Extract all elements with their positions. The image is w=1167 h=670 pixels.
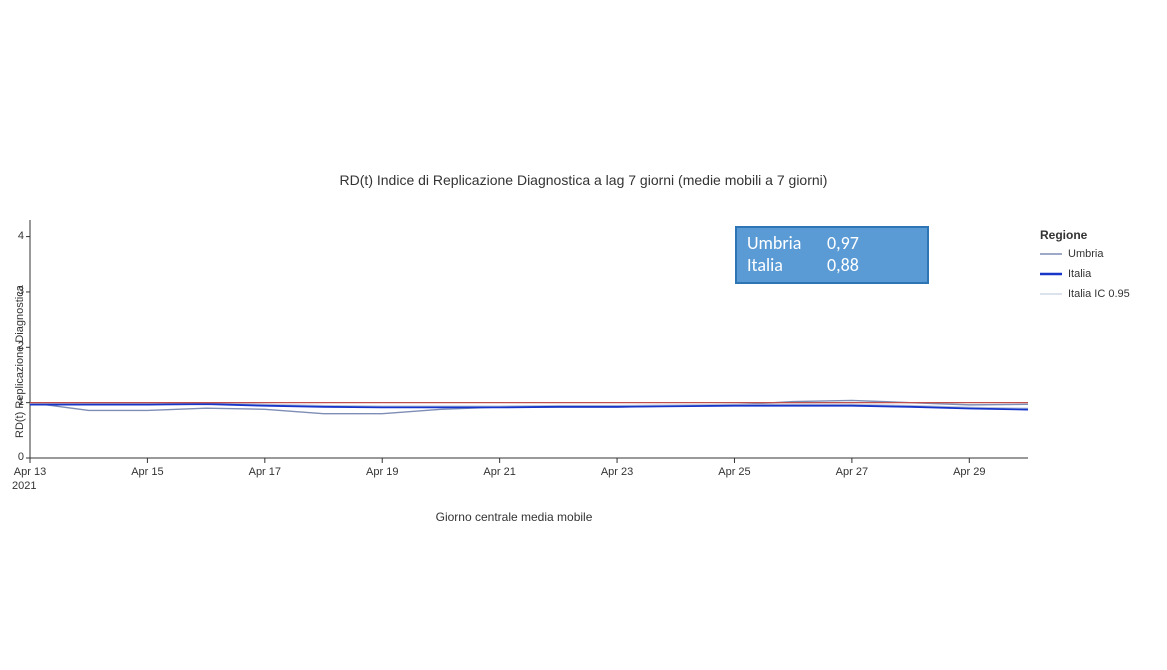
y-ticks bbox=[26, 237, 30, 458]
y-tick-label: 2 bbox=[4, 340, 24, 352]
legend-item: Italia IC 0.95 bbox=[1040, 288, 1130, 300]
x-tick-label: Apr 21 bbox=[483, 466, 515, 478]
x-tick-label: Apr 25 bbox=[718, 466, 750, 478]
x-tick-label: Apr 13 bbox=[14, 466, 46, 478]
x-tick-label: Apr 29 bbox=[953, 466, 985, 478]
chart-title: RD(t) Indice di Replicazione Diagnostica… bbox=[0, 172, 1167, 188]
y-tick-label: 0 bbox=[4, 451, 24, 463]
x-tick-label: Apr 19 bbox=[366, 466, 398, 478]
legend-label: Italia bbox=[1068, 268, 1091, 280]
y-tick-label: 1 bbox=[4, 396, 24, 408]
info-box-row: Umbria0,97 bbox=[747, 232, 917, 254]
info-box-value: 0,88 bbox=[827, 254, 859, 276]
x-ticks bbox=[30, 458, 969, 463]
x-tick-label: Apr 23 bbox=[601, 466, 633, 478]
legend-item: Umbria bbox=[1040, 248, 1130, 260]
info-box-row: Italia0,88 bbox=[747, 254, 917, 276]
info-box-label: Umbria bbox=[747, 232, 827, 254]
x-tick-label: Apr 17 bbox=[249, 466, 281, 478]
legend-title: Regione bbox=[1040, 228, 1130, 242]
x-tick-label: Apr 15 bbox=[131, 466, 163, 478]
y-tick-label: 4 bbox=[4, 230, 24, 242]
x-axis-label: Giorno centrale media mobile bbox=[0, 510, 1028, 524]
info-box-value: 0,97 bbox=[827, 232, 859, 254]
info-box: Umbria0,97Italia0,88 bbox=[735, 226, 929, 284]
legend-item: Italia bbox=[1040, 268, 1130, 280]
legend-label: Italia IC 0.95 bbox=[1068, 288, 1130, 300]
legend-label: Umbria bbox=[1068, 248, 1103, 260]
x-year-label: 2021 bbox=[12, 480, 36, 492]
y-tick-label: 3 bbox=[4, 285, 24, 297]
y-axis-label: RD(t) Replicazione Diagnostica bbox=[14, 285, 26, 438]
info-box-label: Italia bbox=[747, 254, 827, 276]
x-tick-label: Apr 27 bbox=[836, 466, 868, 478]
legend: Regione Umbria Italia Italia IC 0.95 bbox=[1040, 228, 1130, 308]
